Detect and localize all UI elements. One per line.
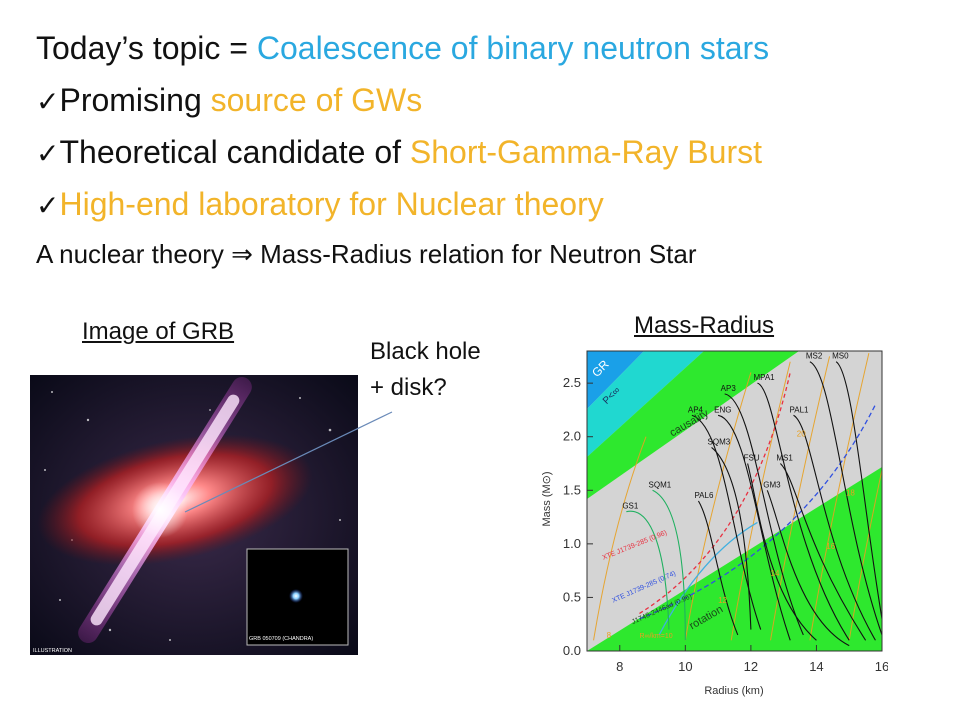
nuclear-theory-statement: A nuclear theory ⇒ Mass-Radius relation …: [36, 239, 697, 269]
series-label: AP3: [721, 384, 737, 393]
constraint-line: [658, 521, 758, 636]
redshift-contour: [809, 353, 870, 641]
contour-label: 20: [797, 430, 806, 439]
x-tick-label: 8: [616, 659, 623, 674]
rotation-region: [587, 467, 882, 651]
bullet-gw-prefix: Promising: [59, 82, 211, 118]
bullet-gw-highlight: source of GWs: [210, 82, 423, 118]
series-label: MS2: [806, 352, 823, 361]
series-label: GM3: [763, 480, 781, 489]
series-label: MS0: [832, 352, 849, 361]
mass-radius-curve: [717, 414, 791, 641]
redshift-contour: [848, 467, 882, 641]
mass-radius-curve: [626, 510, 670, 630]
mass-radius-curve: [724, 393, 804, 636]
check-icon: ✓: [36, 85, 60, 118]
mass-radius-curve: [835, 361, 882, 619]
bullet-sgrb-highlight: Short-Gamma-Ray Burst: [409, 134, 762, 170]
chart-title: Mass-Radius: [634, 312, 775, 339]
x-tick-label: 16: [875, 659, 888, 674]
contour-axis-label: R∞/km=10: [639, 633, 672, 640]
bullet-nuclear-highlight: High-end laboratory for Nuclear theory: [59, 186, 604, 222]
series-label: ENG: [714, 405, 731, 414]
y-tick-label: 0.0: [563, 643, 581, 658]
y-tick-label: 2.0: [563, 429, 581, 444]
mass-radius-curve: [766, 490, 850, 647]
contour-label: 16: [826, 542, 835, 551]
check-icon: ✓: [36, 189, 60, 222]
mass-radius-curve: [691, 414, 762, 630]
check-icon: ✓: [36, 137, 60, 170]
y-tick-label: 2.5: [563, 375, 581, 390]
redshift-contour: [730, 361, 791, 641]
bullet-gw-source: ✓Promising source of GWs: [36, 80, 422, 122]
series-label: PAL6: [694, 491, 714, 500]
mass-radius-curve: [757, 382, 850, 641]
mass-radius-curve: [809, 361, 882, 636]
series-label: SQM3: [708, 437, 731, 446]
mass-radius-curve: [793, 414, 876, 641]
bullet-sgrb-prefix: Theoretical candidate of: [59, 134, 410, 170]
redshift-contour: [770, 356, 831, 641]
series-label: SQM1: [649, 480, 672, 489]
mass-radius-curve: [747, 463, 817, 641]
bullet-nuclear-lab: ✓High-end laboratory for Nuclear theory: [36, 184, 604, 226]
contour-label: 14: [771, 569, 780, 578]
series-label: MS1: [776, 454, 793, 463]
headline-topic: Today’s topic = Coalescence of binary ne…: [36, 28, 769, 68]
redshift-contour: [593, 436, 647, 641]
y-tick-label: 1.0: [563, 536, 581, 551]
contour-label: 8: [607, 631, 612, 640]
x-tick-label: 12: [744, 659, 758, 674]
contour-label: 12: [718, 596, 727, 605]
x-axis-label: Radius (km): [704, 685, 763, 697]
mass-radius-chart: GS1 SQM1 PAL6 SQM3 FSU GM3 AP4 ENG AP3 MS1 MPA1 PAL…: [534, 349, 888, 709]
series-label: FSU: [744, 454, 760, 463]
x-tick-label: 10: [678, 659, 692, 674]
grb-inset-label: GRB 050709 (CHANDRA): [249, 636, 313, 642]
contour-label: 18: [846, 489, 855, 498]
mass-radius-curve: [711, 447, 752, 630]
mass-radius-curve: [652, 489, 686, 641]
x-tick-label: 14: [809, 659, 823, 674]
bullet-sgrb: ✓Theoretical candidate of Short-Gamma-Ra…: [36, 132, 762, 174]
y-tick-label: 0.5: [563, 589, 581, 604]
y-axis-label: Mass (M⊙): [541, 471, 553, 526]
black-hole-annotation: Black hole + disk?: [370, 334, 481, 406]
series-label: MPA1: [753, 373, 775, 382]
series-label: PAL1: [790, 405, 810, 414]
headline-topic-prefix: Today’s topic =: [36, 30, 257, 66]
annotation-line1: Black hole: [370, 338, 481, 365]
series-label: AP4: [688, 405, 704, 414]
grb-image-caption: Image of GRB: [82, 318, 235, 345]
series-label: GS1: [622, 502, 639, 511]
grb-illustration-label: ILLUSTRATION: [33, 648, 72, 654]
headline-topic-highlight: Coalescence of binary neutron stars: [256, 30, 770, 66]
y-tick-label: 1.5: [563, 482, 581, 497]
mass-radius-curve: [697, 500, 739, 636]
annotation-line2: + disk?: [370, 374, 447, 401]
